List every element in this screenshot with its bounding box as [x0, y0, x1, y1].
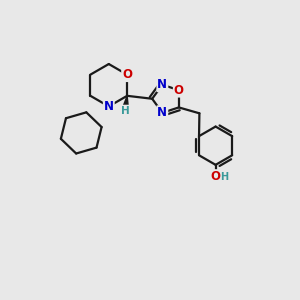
- Polygon shape: [123, 96, 128, 107]
- Text: O: O: [122, 68, 132, 81]
- Text: N: N: [157, 78, 167, 91]
- Text: H: H: [121, 106, 130, 116]
- Text: N: N: [157, 106, 167, 119]
- Text: O: O: [174, 84, 184, 97]
- Text: O: O: [211, 170, 220, 183]
- Text: N: N: [104, 100, 114, 113]
- Text: H: H: [220, 172, 228, 182]
